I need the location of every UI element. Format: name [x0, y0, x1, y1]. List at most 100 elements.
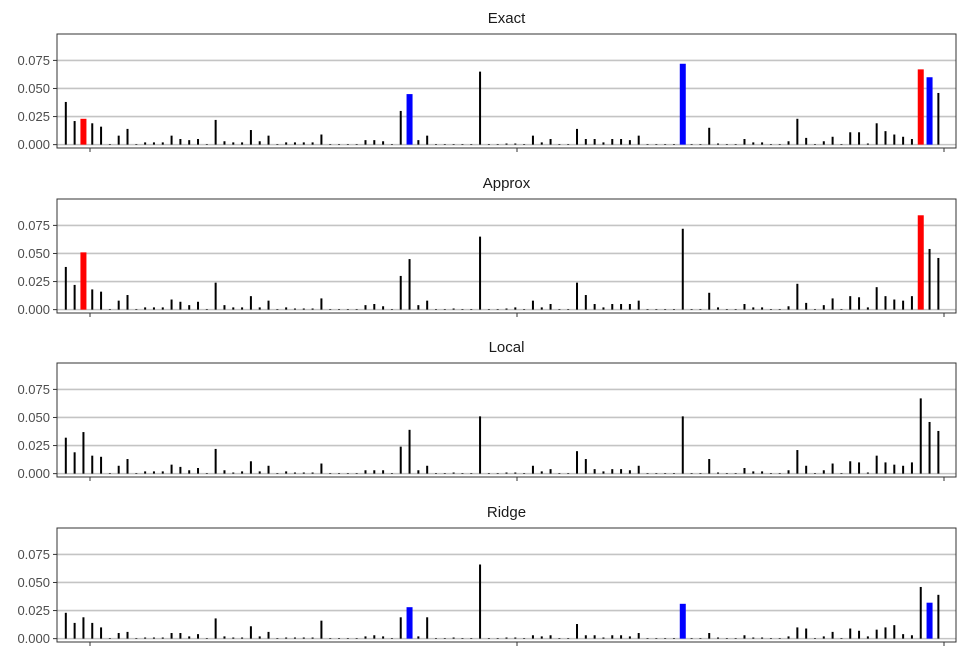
- bar: [241, 307, 244, 310]
- bar: [849, 628, 852, 639]
- bar: [646, 638, 649, 639]
- bar: [205, 309, 208, 310]
- bar: [117, 135, 120, 145]
- bar: [91, 123, 94, 145]
- bar: [831, 463, 834, 474]
- bar: [787, 306, 790, 310]
- bar: [540, 142, 543, 145]
- bar: [875, 455, 878, 474]
- bar: [338, 638, 341, 639]
- bar: [205, 144, 208, 145]
- bar: [117, 300, 120, 310]
- bar: [717, 637, 720, 639]
- bar: [161, 637, 164, 639]
- bar: [443, 473, 446, 474]
- bar: [214, 119, 217, 145]
- bar: [364, 140, 367, 145]
- bar: [523, 309, 526, 310]
- bar: [73, 284, 76, 310]
- bar: [276, 309, 279, 310]
- y-tick-label: 0.050: [17, 246, 50, 261]
- bar: [840, 309, 843, 310]
- bar: [311, 142, 314, 145]
- bar: [611, 469, 614, 474]
- bar: [82, 617, 85, 639]
- bar: [584, 295, 587, 310]
- bar: [620, 635, 623, 639]
- bar: [91, 289, 94, 310]
- bar: [170, 464, 173, 474]
- bar: [320, 134, 323, 145]
- bar: [276, 144, 279, 145]
- bar: [135, 638, 138, 639]
- bar: [646, 144, 649, 145]
- bar: [778, 144, 781, 145]
- bar: [866, 307, 869, 310]
- bar: [126, 631, 129, 639]
- bar: [690, 473, 693, 474]
- bar: [144, 307, 147, 310]
- bar: [937, 92, 940, 145]
- bar: [558, 638, 561, 639]
- bar: [813, 144, 816, 145]
- bar: [479, 416, 482, 474]
- bar: [787, 141, 790, 145]
- bar: [73, 121, 76, 145]
- bar: [787, 636, 790, 639]
- bar: [197, 634, 200, 639]
- bar: [373, 470, 376, 474]
- bar: [664, 309, 667, 310]
- bar: [699, 309, 702, 310]
- bar: [769, 473, 772, 474]
- bar: [144, 142, 147, 145]
- bar-blue: [679, 63, 686, 145]
- y-tick-label: 0.050: [17, 410, 50, 425]
- bar: [576, 451, 579, 474]
- panel-title: Ridge: [487, 504, 526, 521]
- bar: [232, 472, 235, 474]
- bar: [567, 309, 570, 310]
- y-tick-label: 0.000: [17, 137, 50, 152]
- bar-red: [80, 252, 87, 310]
- bar: [849, 296, 852, 310]
- y-tick-label: 0.025: [17, 109, 50, 124]
- bar: [620, 469, 623, 474]
- bar: [593, 469, 596, 474]
- bar: [866, 143, 869, 145]
- bar: [320, 463, 323, 474]
- bar: [443, 309, 446, 310]
- bar: [717, 143, 720, 145]
- bar: [849, 461, 852, 474]
- bar: [628, 636, 631, 639]
- bar: [461, 144, 464, 145]
- bar: [734, 638, 737, 639]
- bar: [179, 466, 182, 474]
- bar: [399, 110, 402, 145]
- bar-blue: [679, 603, 686, 639]
- bar: [170, 299, 173, 310]
- bar: [452, 308, 455, 310]
- bar: [452, 472, 455, 474]
- bar: [884, 131, 887, 145]
- bar: [681, 416, 684, 474]
- bar: [620, 304, 623, 310]
- bar: [778, 309, 781, 310]
- bar: [893, 134, 896, 145]
- bar: [311, 308, 314, 310]
- bar: [179, 139, 182, 145]
- bar: [593, 139, 596, 145]
- bar: [523, 473, 526, 474]
- bar: [628, 140, 631, 145]
- bar: [355, 144, 358, 145]
- bar: [205, 473, 208, 474]
- bar: [708, 127, 711, 145]
- bar: [734, 473, 737, 474]
- bar: [108, 638, 111, 639]
- bar: [505, 308, 508, 310]
- bar: [223, 470, 226, 474]
- bar: [82, 432, 85, 474]
- bar: [531, 300, 534, 310]
- bar: [576, 624, 579, 639]
- bar: [232, 142, 235, 145]
- bar: [531, 135, 534, 145]
